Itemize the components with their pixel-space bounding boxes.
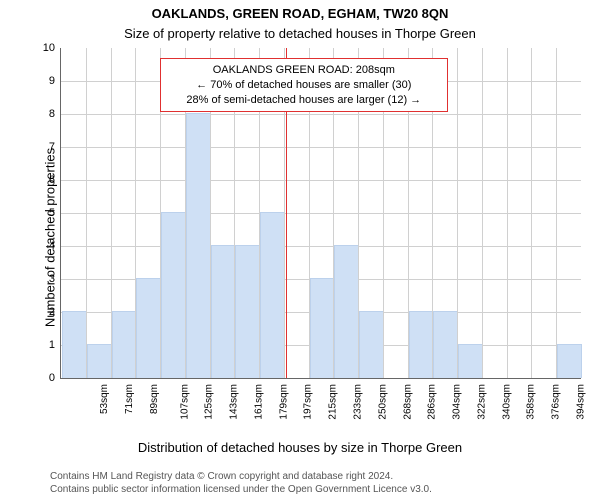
bar <box>433 311 458 378</box>
bar <box>235 245 260 378</box>
plot-area: 01234567891053sqm71sqm89sqm107sqm125sqm1… <box>60 48 581 379</box>
gridline-h <box>61 114 581 115</box>
gridline-v <box>531 48 532 378</box>
gridline-v <box>457 48 458 378</box>
x-tick: 179sqm <box>278 384 289 420</box>
gridline-v <box>556 48 557 378</box>
annotation-line: 28% of semi-detached houses are larger (… <box>169 93 439 108</box>
gridline-v <box>482 48 483 378</box>
gridline-v <box>507 48 508 378</box>
annotation-line: ← 70% of detached houses are smaller (30… <box>169 78 439 93</box>
x-tick: 161sqm <box>254 384 265 420</box>
x-axis-label: Distribution of detached houses by size … <box>0 440 600 455</box>
annotation-box: OAKLANDS GREEN ROAD: 208sqm← 70% of deta… <box>160 58 448 113</box>
chart-title-sub: Size of property relative to detached ho… <box>0 26 600 41</box>
x-tick: 53sqm <box>99 384 110 414</box>
bar <box>334 245 359 378</box>
bar <box>112 311 137 378</box>
y-tick: 3 <box>49 273 55 285</box>
x-tick: 322sqm <box>476 384 487 420</box>
license-line-2: Contains public sector information licen… <box>50 484 590 497</box>
x-tick: 107sqm <box>179 384 190 420</box>
y-tick: 10 <box>43 42 55 54</box>
y-tick: 1 <box>49 339 55 351</box>
gridline-v <box>86 48 87 378</box>
bar <box>557 344 582 378</box>
x-tick: 215sqm <box>328 384 339 420</box>
chart-container: OAKLANDS, GREEN ROAD, EGHAM, TW20 8QN Si… <box>0 0 600 500</box>
x-tick: 89sqm <box>149 384 160 414</box>
y-tick: 7 <box>49 141 55 153</box>
chart-title-main: OAKLANDS, GREEN ROAD, EGHAM, TW20 8QN <box>0 6 600 21</box>
x-tick: 340sqm <box>501 384 512 420</box>
x-tick: 304sqm <box>452 384 463 420</box>
x-tick: 268sqm <box>402 384 413 420</box>
license-text: Contains HM Land Registry data © Crown c… <box>50 471 590 496</box>
y-tick: 2 <box>49 306 55 318</box>
bar <box>310 278 335 378</box>
y-tick: 0 <box>49 372 55 384</box>
gridline-h <box>61 147 581 148</box>
x-tick: 250sqm <box>377 384 388 420</box>
bar <box>359 311 384 378</box>
bar <box>186 113 211 378</box>
x-tick: 233sqm <box>353 384 364 420</box>
gridline-h <box>61 213 581 214</box>
gridline-h <box>61 180 581 181</box>
x-tick: 197sqm <box>303 384 314 420</box>
bar <box>260 212 285 378</box>
x-tick: 358sqm <box>526 384 537 420</box>
bar <box>87 344 112 378</box>
x-tick: 71sqm <box>124 384 135 414</box>
bar <box>62 311 87 378</box>
y-tick: 6 <box>49 174 55 186</box>
x-tick: 376sqm <box>551 384 562 420</box>
gridline-h <box>61 246 581 247</box>
x-tick: 394sqm <box>575 384 586 420</box>
y-tick: 4 <box>49 240 55 252</box>
x-tick: 143sqm <box>229 384 240 420</box>
license-line-1: Contains HM Land Registry data © Crown c… <box>50 471 590 484</box>
bar <box>136 278 161 378</box>
bar <box>211 245 236 378</box>
bar <box>458 344 483 378</box>
y-tick: 8 <box>49 108 55 120</box>
x-tick: 286sqm <box>427 384 438 420</box>
y-tick: 9 <box>49 75 55 87</box>
annotation-line: OAKLANDS GREEN ROAD: 208sqm <box>169 63 439 78</box>
y-tick: 5 <box>49 207 55 219</box>
bar <box>161 212 186 378</box>
x-tick: 125sqm <box>204 384 215 420</box>
bar <box>409 311 434 378</box>
